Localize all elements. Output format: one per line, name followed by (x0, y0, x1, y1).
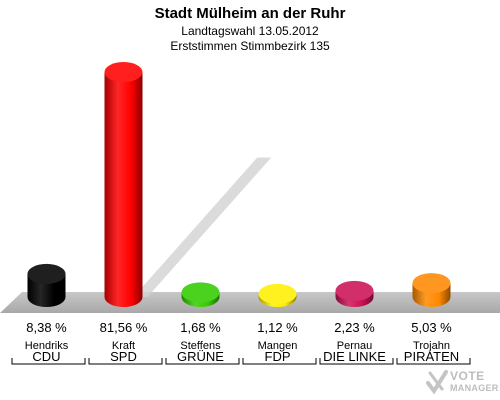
logo-text-manager: MANAGER (450, 383, 499, 393)
value-label: 1,68 % (180, 320, 221, 335)
category-label: PIRATEN (404, 349, 459, 364)
candidate-label: Steffens (180, 340, 221, 352)
category-label: DIE LINKE (323, 349, 386, 364)
category-bracket (396, 358, 471, 365)
category-bracket (11, 358, 86, 365)
value-label: 2,23 % (334, 320, 375, 335)
candidate-label: Mangen (258, 340, 298, 352)
category-label: CDU (32, 349, 60, 364)
bar-shadow-spd (133, 157, 272, 297)
bar-cap-piraten (412, 273, 451, 294)
logo-text-vote: VOTE (450, 369, 485, 383)
value-label: 8,38 % (26, 320, 67, 335)
candidate-label: Trojahn (413, 340, 450, 352)
chart-subtitle-district: Erststimmen Stimmbezirk 135 (170, 39, 330, 53)
bar-cap-spd (104, 62, 143, 83)
bar-cap-cdu (27, 263, 66, 284)
candidate-label: Kraft (112, 340, 135, 352)
bar-cap-fdp (258, 283, 297, 304)
candidate-label: Pernau (337, 340, 372, 352)
category-bracket (242, 358, 317, 365)
bar-cap-grne (181, 282, 220, 303)
category-bracket (319, 358, 394, 365)
category-label: FDP (265, 349, 291, 364)
vote-manager-logo: VOTE MANAGER (426, 368, 498, 396)
candidate-label: Hendriks (25, 340, 69, 352)
category-label: SPD (110, 349, 137, 364)
category-bracket (88, 358, 163, 365)
value-label: 5,03 % (411, 320, 452, 335)
category-bracket (165, 358, 240, 365)
checkmark-cross-icon (426, 370, 448, 395)
bar-spd (104, 72, 143, 308)
bar-cap-dielinke (335, 280, 374, 301)
chart-title: Stadt Mülheim an der Ruhr (154, 5, 346, 22)
category-label: GRÜNE (177, 349, 224, 364)
chart-subtitle-election: Landtagswahl 13.05.2012 (181, 24, 319, 38)
value-label: 81,56 % (100, 320, 148, 335)
value-label: 1,12 % (257, 320, 298, 335)
